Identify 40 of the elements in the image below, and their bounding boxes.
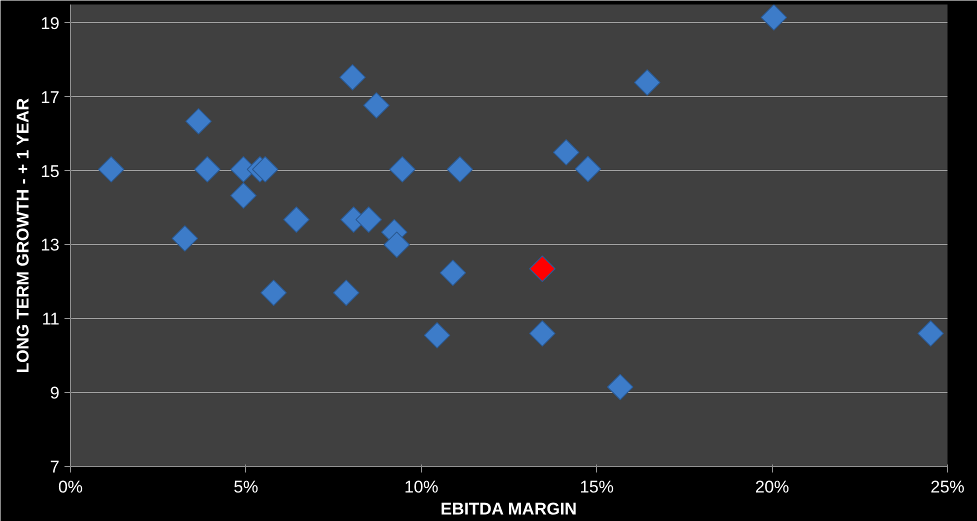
point xyxy=(333,280,360,306)
y-tick-label: 11 xyxy=(42,310,60,329)
point xyxy=(574,156,602,182)
point xyxy=(529,320,556,347)
point xyxy=(355,206,382,233)
x-tick-label: 20% xyxy=(755,478,790,496)
point xyxy=(384,232,410,258)
point xyxy=(283,206,310,233)
y-tick-label: 15 xyxy=(40,162,60,181)
point xyxy=(230,182,257,209)
y-tick-label: 13 xyxy=(40,236,60,255)
point xyxy=(529,256,556,282)
point xyxy=(339,64,366,91)
y-tick-label: 9 xyxy=(50,384,60,403)
point xyxy=(760,4,788,31)
point xyxy=(260,280,287,306)
x-tick-label: 10% xyxy=(404,478,438,496)
point xyxy=(98,156,124,183)
y-tick-label: 19 xyxy=(40,14,60,33)
point xyxy=(440,260,466,286)
point xyxy=(363,92,390,119)
point xyxy=(252,156,278,183)
point xyxy=(185,108,212,135)
y-tick-label: 17 xyxy=(40,88,60,107)
x-tick-label: 15% xyxy=(580,478,614,496)
point xyxy=(194,156,221,183)
point xyxy=(446,156,474,183)
x-tick-label: 0% xyxy=(58,478,83,496)
point xyxy=(389,156,416,183)
x-tick-label: 25% xyxy=(930,478,965,496)
point xyxy=(552,139,580,166)
x-tick-label: 5% xyxy=(234,478,258,496)
point xyxy=(634,69,660,96)
y-tick-label: 7 xyxy=(50,458,60,476)
point xyxy=(424,322,450,349)
x-axis-title: EBITDA MARGIN xyxy=(440,500,577,518)
y-axis-title: LONG TERM GROWTH - + 1 YEAR xyxy=(14,98,33,374)
point xyxy=(606,374,634,400)
point xyxy=(917,320,944,347)
point xyxy=(172,225,198,252)
